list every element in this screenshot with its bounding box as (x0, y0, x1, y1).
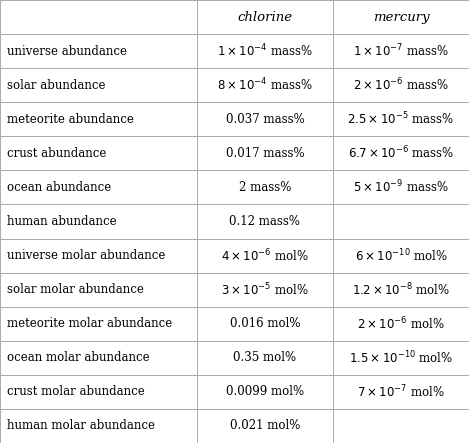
Bar (0, 341, 197, 375)
Text: $3\times10^{-5}$ mol%: $3\times10^{-5}$ mol% (221, 281, 309, 298)
Text: ocean abundance: ocean abundance (7, 181, 111, 194)
Bar (0, 205, 197, 238)
Text: 0.12 mass%: 0.12 mass% (229, 215, 301, 228)
Bar (0, 34, 197, 68)
Text: meteorite abundance: meteorite abundance (7, 113, 134, 126)
Bar (333, 102, 469, 136)
Bar (333, 341, 469, 375)
Text: 0.016 mol%: 0.016 mol% (230, 317, 300, 330)
Text: human molar abundance: human molar abundance (7, 420, 155, 432)
Text: $8\times10^{-4}$ mass%: $8\times10^{-4}$ mass% (217, 77, 313, 93)
Text: $1.2\times10^{-8}$ mol%: $1.2\times10^{-8}$ mol% (352, 281, 450, 298)
Bar (0, 307, 197, 341)
Text: $4\times10^{-6}$ mol%: $4\times10^{-6}$ mol% (221, 247, 309, 264)
Text: $6.7\times10^{-6}$ mass%: $6.7\times10^{-6}$ mass% (348, 145, 454, 162)
Text: $2.5\times10^{-5}$ mass%: $2.5\times10^{-5}$ mass% (348, 111, 454, 128)
Text: $2\times10^{-6}$ mass%: $2\times10^{-6}$ mass% (353, 77, 449, 93)
Text: $1.5\times10^{-10}$ mol%: $1.5\times10^{-10}$ mol% (349, 350, 453, 366)
Text: universe molar abundance: universe molar abundance (7, 249, 166, 262)
Text: 0.037 mass%: 0.037 mass% (226, 113, 304, 126)
Text: crust abundance: crust abundance (7, 147, 106, 160)
Bar (197, 0, 333, 34)
Text: meteorite molar abundance: meteorite molar abundance (7, 317, 172, 330)
Text: 2 mass%: 2 mass% (239, 181, 291, 194)
Text: chlorine: chlorine (237, 11, 293, 23)
Text: solar abundance: solar abundance (7, 79, 106, 92)
Bar (197, 307, 333, 341)
Text: mercury: mercury (373, 11, 429, 23)
Text: 0.017 mass%: 0.017 mass% (226, 147, 304, 160)
Text: $2\times10^{-6}$ mol%: $2\times10^{-6}$ mol% (357, 315, 445, 332)
Bar (333, 272, 469, 307)
Text: 0.0099 mol%: 0.0099 mol% (226, 385, 304, 398)
Bar (333, 205, 469, 238)
Bar (0, 102, 197, 136)
Text: 0.021 mol%: 0.021 mol% (230, 420, 300, 432)
Bar (197, 68, 333, 102)
Text: ocean molar abundance: ocean molar abundance (7, 351, 150, 364)
Text: $5\times10^{-9}$ mass%: $5\times10^{-9}$ mass% (353, 179, 449, 196)
Bar (0, 171, 197, 205)
Bar (0, 0, 197, 34)
Bar (197, 409, 333, 443)
Text: $6\times10^{-10}$ mol%: $6\times10^{-10}$ mol% (355, 247, 447, 264)
Bar (197, 272, 333, 307)
Text: human abundance: human abundance (7, 215, 117, 228)
Bar (333, 0, 469, 34)
Bar (333, 409, 469, 443)
Bar (197, 341, 333, 375)
Bar (333, 34, 469, 68)
Text: $1\times10^{-4}$ mass%: $1\times10^{-4}$ mass% (217, 43, 313, 59)
Text: solar molar abundance: solar molar abundance (7, 283, 144, 296)
Bar (333, 238, 469, 272)
Bar (197, 136, 333, 171)
Bar (197, 171, 333, 205)
Text: crust molar abundance: crust molar abundance (7, 385, 145, 398)
Bar (333, 171, 469, 205)
Bar (0, 238, 197, 272)
Text: $7\times10^{-7}$ mol%: $7\times10^{-7}$ mol% (357, 384, 445, 400)
Bar (0, 136, 197, 171)
Bar (0, 375, 197, 409)
Bar (197, 238, 333, 272)
Text: $1\times10^{-7}$ mass%: $1\times10^{-7}$ mass% (353, 43, 449, 59)
Bar (333, 307, 469, 341)
Bar (0, 409, 197, 443)
Bar (197, 375, 333, 409)
Bar (197, 34, 333, 68)
Bar (333, 136, 469, 171)
Bar (0, 68, 197, 102)
Bar (333, 375, 469, 409)
Bar (197, 205, 333, 238)
Bar (0, 272, 197, 307)
Text: 0.35 mol%: 0.35 mol% (234, 351, 296, 364)
Text: universe abundance: universe abundance (7, 45, 127, 58)
Bar (333, 68, 469, 102)
Bar (197, 102, 333, 136)
